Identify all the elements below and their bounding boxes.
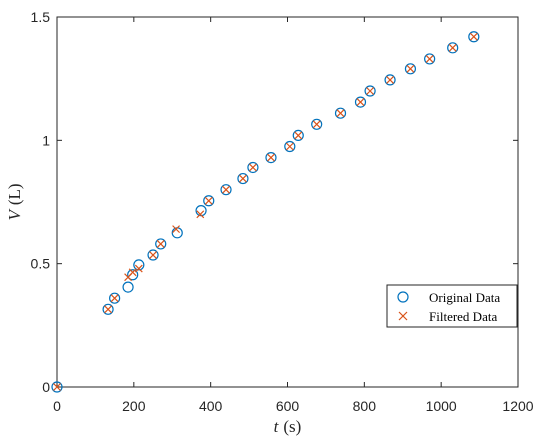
data-point-original [220, 184, 232, 196]
data-point-original [447, 42, 459, 54]
legend-label-filtered-data: Filtered Data [429, 309, 497, 324]
x-tick-label: 400 [199, 398, 223, 414]
data-point-original [311, 118, 323, 130]
data-point-filtered [172, 225, 181, 234]
data-point-filtered [312, 120, 321, 129]
data-point-filtered [149, 251, 157, 259]
data-point-filtered [104, 305, 113, 314]
data-point-filtered [366, 87, 375, 95]
data-point-filtered [267, 153, 275, 162]
legend: Original Data Filtered Data [386, 284, 518, 328]
data-point-original [404, 63, 417, 75]
y-axis-title: V (L) [5, 183, 24, 220]
data-point-original [265, 152, 277, 164]
legend-circle-marker [397, 291, 409, 303]
data-point-original [155, 238, 167, 250]
data-point-filtered [469, 32, 478, 41]
data-point-filtered [406, 64, 415, 73]
x-tick-label: 1200 [502, 398, 533, 414]
data-point-original [127, 269, 139, 281]
x-tick-label: 1000 [426, 398, 457, 414]
data-point-filtered [336, 109, 345, 118]
data-point-original [102, 303, 114, 315]
legend-box [386, 284, 518, 328]
data-point-original [122, 281, 134, 293]
data-point-original [384, 74, 396, 86]
data-point-filtered [448, 43, 457, 52]
x-axis-ticks [56, 17, 519, 387]
data-point-filtered [249, 163, 257, 172]
data-point-filtered [425, 55, 434, 63]
data-point-filtered [386, 75, 394, 84]
x-axis-title: t (s) [274, 417, 302, 436]
data-point-original [354, 96, 367, 108]
y-axis-ticks [57, 16, 518, 388]
data-markers [51, 31, 480, 393]
data-point-original [334, 107, 347, 119]
data-point-original [147, 249, 159, 261]
data-point-original [237, 172, 249, 185]
data-point-original [51, 381, 63, 393]
legend-label-original-data: Original Data [429, 290, 500, 305]
y-axis-tick-labels: 0 0.5 1 1.5 [31, 9, 51, 395]
data-point-filtered [294, 131, 303, 140]
x-axis-variable: t [274, 417, 280, 436]
data-point-filtered [134, 264, 143, 273]
y-axis-unit: (L) [5, 183, 24, 205]
data-point-original [133, 259, 145, 271]
x-axis-unit: (s) [283, 417, 301, 436]
legend-x-marker [398, 311, 408, 321]
y-axis-variable: V [5, 208, 24, 221]
data-point-original [109, 292, 121, 304]
data-point-original [203, 195, 215, 207]
data-point-filtered [285, 142, 294, 151]
data-point-original [364, 85, 376, 97]
data-point-original [424, 53, 436, 65]
x-tick-label: 0 [53, 398, 61, 414]
data-point-filtered [110, 294, 119, 303]
x-tick-label: 600 [276, 398, 300, 414]
data-point-filtered [222, 185, 230, 194]
x-tick-label: 800 [353, 398, 377, 414]
data-point-filtered [128, 268, 137, 277]
y-tick-label: 1 [42, 132, 50, 148]
data-point-filtered [204, 196, 213, 205]
data-point-original [292, 129, 304, 141]
data-point-original [468, 31, 480, 43]
data-point-original [247, 161, 259, 174]
y-tick-label: 0.5 [31, 256, 51, 272]
x-axis-tick-labels: 0 200 400 600 800 1000 1200 [53, 398, 534, 414]
data-point-filtered [196, 210, 205, 219]
x-tick-label: 200 [122, 398, 146, 414]
y-tick-label: 1.5 [31, 9, 51, 25]
y-tick-label: 0 [42, 379, 50, 395]
data-point-filtered [53, 383, 61, 391]
plot-area [56, 16, 519, 388]
data-point-original [284, 140, 296, 153]
data-point-filtered [239, 174, 247, 183]
data-point-filtered [356, 98, 365, 107]
data-point-filtered [156, 240, 165, 248]
